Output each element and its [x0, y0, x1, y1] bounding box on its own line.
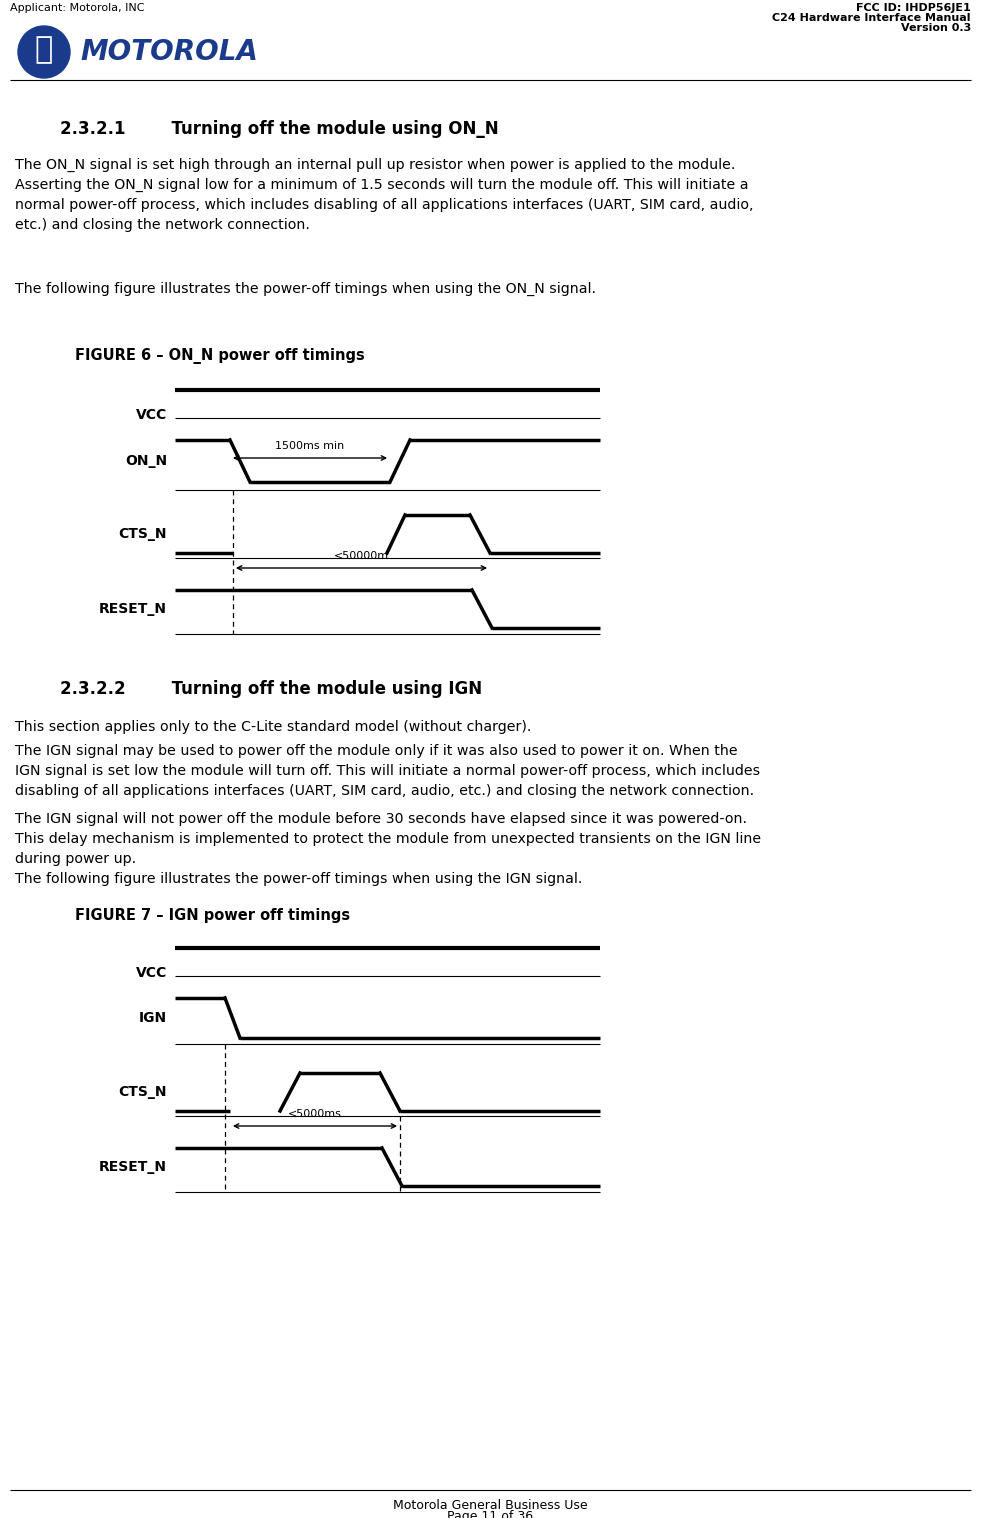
Text: This section applies only to the C-Lite standard model (without charger).: This section applies only to the C-Lite … — [15, 720, 532, 735]
Text: FIGURE 6 – ON_N power off timings: FIGURE 6 – ON_N power off timings — [75, 348, 365, 364]
Text: The IGN signal will not power off the module before 30 seconds have elapsed sinc: The IGN signal will not power off the mo… — [15, 812, 761, 867]
Text: The IGN signal may be used to power off the module only if it was also used to p: The IGN signal may be used to power off … — [15, 744, 760, 798]
Text: <5000ms: <5000ms — [288, 1110, 342, 1119]
Text: <50000m: <50000m — [334, 551, 389, 562]
Text: MOTOROLA: MOTOROLA — [80, 38, 258, 65]
Text: VCC: VCC — [135, 965, 167, 981]
Text: The ON_N signal is set high through an internal pull up resistor when power is a: The ON_N signal is set high through an i… — [15, 158, 753, 232]
Text: The following figure illustrates the power-off timings when using the ON_N signa: The following figure illustrates the pow… — [15, 282, 596, 296]
Text: Motorola General Business Use: Motorola General Business Use — [392, 1498, 588, 1512]
Text: IGN: IGN — [139, 1011, 167, 1025]
Text: RESET_N: RESET_N — [99, 1160, 167, 1173]
Text: Page 11 of 36: Page 11 of 36 — [447, 1510, 533, 1518]
Text: ON_N: ON_N — [125, 454, 167, 468]
Text: 2.3.2.1        Turning off the module using ON_N: 2.3.2.1 Turning off the module using ON_… — [60, 120, 498, 138]
Text: Applicant: Motorola, INC: Applicant: Motorola, INC — [10, 3, 144, 14]
Text: VCC: VCC — [135, 408, 167, 422]
Text: RESET_N: RESET_N — [99, 603, 167, 616]
Text: FIGURE 7 – IGN power off timings: FIGURE 7 – IGN power off timings — [75, 908, 350, 923]
Text: Ⓜ: Ⓜ — [35, 35, 53, 64]
Text: C24 Hardware Interface Manual: C24 Hardware Interface Manual — [772, 14, 971, 23]
Text: FCC ID: IHDP56JE1: FCC ID: IHDP56JE1 — [856, 3, 971, 14]
Text: Version 0.3: Version 0.3 — [901, 23, 971, 33]
Text: 1500ms min: 1500ms min — [276, 442, 344, 451]
Text: The following figure illustrates the power-off timings when using the IGN signal: The following figure illustrates the pow… — [15, 871, 583, 887]
Text: CTS_N: CTS_N — [119, 527, 167, 540]
Circle shape — [18, 26, 70, 77]
Text: CTS_N: CTS_N — [119, 1085, 167, 1099]
Text: 2.3.2.2        Turning off the module using IGN: 2.3.2.2 Turning off the module using IGN — [60, 680, 482, 698]
